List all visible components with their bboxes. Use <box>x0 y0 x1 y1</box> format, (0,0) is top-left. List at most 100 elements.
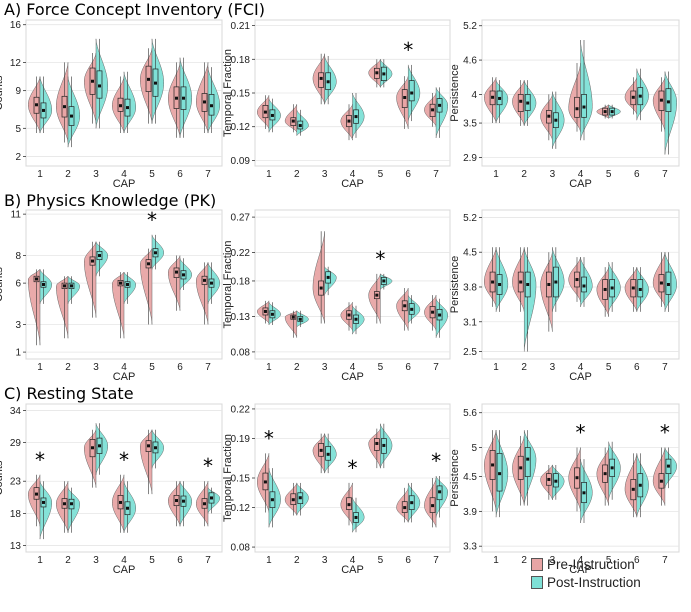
panel-c2: 0.08 0.12 0.15 0.19 0.22 1 2 3 4 5 6 7 CAP Temporal F… <box>222 403 451 576</box>
pre-violin <box>27 268 41 346</box>
post-median <box>126 106 129 110</box>
significance-marker: * <box>203 454 213 478</box>
pre-median <box>431 310 435 314</box>
pre-median <box>631 95 635 99</box>
x-tick-label: 2 <box>521 555 527 566</box>
pre-median <box>291 119 295 123</box>
x-tick-label: 5 <box>606 169 612 180</box>
x-tick-label: 1 <box>493 555 499 566</box>
y-tick-label: 0.18 <box>231 276 251 287</box>
y-tick-label: 0.27 <box>231 213 251 224</box>
pre-median <box>347 503 351 507</box>
legend-pre-label: Pre-Instruction <box>547 556 635 572</box>
post-median <box>582 491 586 495</box>
y-tick-label: 3.8 <box>463 282 477 293</box>
post-median <box>638 94 642 98</box>
y-axis-label: Counts <box>0 267 5 302</box>
post-median <box>98 444 101 448</box>
x-tick-label: 6 <box>634 169 640 180</box>
pre-median <box>119 500 122 504</box>
x-tick-label: 3 <box>93 555 99 566</box>
post-median <box>270 498 274 502</box>
y-tick-label: 13 <box>10 541 22 552</box>
y-tick-label: 0.18 <box>231 55 251 66</box>
x-tick-label: 7 <box>433 555 439 566</box>
legend-post: Post-Instruction <box>531 573 641 591</box>
pre-median <box>375 71 379 75</box>
post-median <box>610 466 614 470</box>
pre-median <box>575 278 579 282</box>
pre-median <box>547 477 551 481</box>
y-tick-label: 5 <box>15 124 21 135</box>
pre-median <box>547 283 551 286</box>
pre-median <box>63 502 66 506</box>
y-tick-label: 1 <box>15 348 21 359</box>
y-tick-label: 0.21 <box>231 21 251 32</box>
pre-median <box>659 98 663 102</box>
y-tick-label: 18 <box>10 509 22 520</box>
pre-median <box>263 309 267 313</box>
x-tick-label: 6 <box>177 555 183 566</box>
pre-median <box>291 498 295 502</box>
y-tick-label: 11 <box>11 210 22 221</box>
pre-median <box>263 480 267 484</box>
legend-pre: Pre-Instruction <box>531 555 641 573</box>
post-median <box>354 115 358 119</box>
x-tick-label: 2 <box>521 169 527 180</box>
post-median <box>126 506 129 510</box>
x-tick-label: 6 <box>405 362 411 373</box>
y-axis-label: Temporal Fraction <box>222 49 234 137</box>
y-tick-label: 23 <box>10 477 22 488</box>
section-b-title: B) Physics Knowledge (PK) <box>4 191 217 210</box>
y-tick-label: 4.5 <box>463 248 477 259</box>
x-tick-label: 1 <box>37 362 43 373</box>
y-axis-label: Persistence <box>449 449 461 506</box>
post-median <box>154 81 157 85</box>
x-tick-label: 7 <box>205 169 211 180</box>
x-tick-label: 1 <box>493 169 499 180</box>
post-median <box>98 254 101 258</box>
pre-median <box>319 76 323 80</box>
y-tick-label: 3.5 <box>463 119 477 130</box>
y-tick-label: 4.5 <box>463 472 477 483</box>
post-median <box>666 283 670 286</box>
y-tick-label: 0.12 <box>231 503 251 514</box>
pre-median <box>203 502 206 506</box>
x-tick-label: 3 <box>93 169 99 180</box>
x-tick-label: 5 <box>149 169 155 180</box>
x-tick-label: 5 <box>606 555 612 566</box>
x-tick-label: 4 <box>578 555 584 566</box>
x-axis-label: CAP <box>569 371 592 383</box>
x-tick-label: 7 <box>662 169 668 180</box>
legend: Pre-Instruction Post-Instruction <box>531 555 641 591</box>
y-tick-label: 29 <box>10 438 22 449</box>
post-median <box>582 284 586 288</box>
pre-median <box>491 280 495 284</box>
post-violin <box>39 481 53 540</box>
pre-median <box>175 499 178 503</box>
pre-median <box>347 313 351 317</box>
pre-median <box>91 79 94 83</box>
panel-c3: 3.3 3.9 4.5 5 5.6 1 2 3 4 5 6 7 CAP Persistence * * <box>449 403 680 576</box>
pre-median <box>147 262 150 266</box>
y-axis-label: Persistence <box>449 64 461 121</box>
y-tick-label: 5.6 <box>463 408 477 419</box>
x-tick-label: 3 <box>322 555 328 566</box>
x-axis-label: CAP <box>113 564 136 576</box>
post-median <box>498 472 502 476</box>
y-tick-label: 0.19 <box>231 434 251 445</box>
pre-median <box>263 110 267 114</box>
post-median <box>298 317 302 321</box>
x-tick-label: 5 <box>606 362 612 373</box>
significance-marker: * <box>660 421 670 445</box>
x-tick-label: 5 <box>149 555 155 566</box>
pre-median <box>519 466 523 470</box>
x-tick-label: 3 <box>550 555 556 566</box>
pre-median <box>175 270 178 274</box>
x-tick-label: 1 <box>37 555 43 566</box>
significance-marker: * <box>348 456 358 480</box>
x-tick-label: 7 <box>433 362 439 373</box>
y-tick-label: 2.5 <box>463 347 477 358</box>
x-tick-label: 6 <box>405 555 411 566</box>
